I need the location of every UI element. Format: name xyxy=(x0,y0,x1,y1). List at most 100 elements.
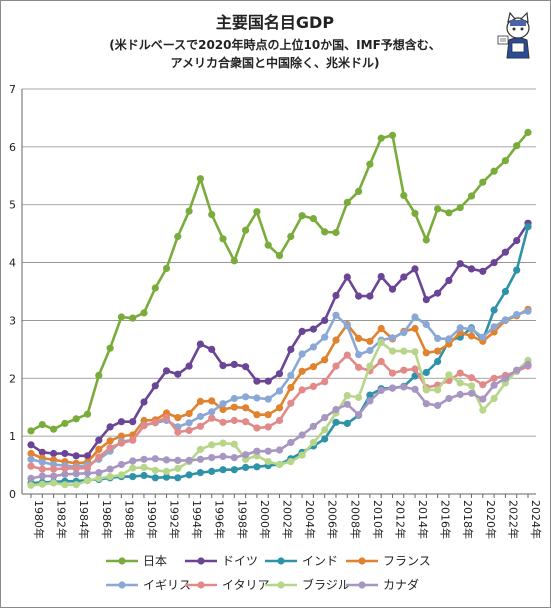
y-tick-label: 3 xyxy=(9,314,16,327)
data-point xyxy=(467,325,476,333)
data-point xyxy=(185,419,193,427)
data-point xyxy=(434,347,442,355)
data-point xyxy=(332,405,340,414)
data-point xyxy=(467,382,476,390)
data-point xyxy=(501,316,509,324)
data-point xyxy=(366,160,374,168)
data-point xyxy=(501,287,509,296)
data-point xyxy=(456,369,464,377)
data-point xyxy=(287,232,295,241)
data-point xyxy=(513,366,521,374)
data-point xyxy=(309,438,317,447)
data-point xyxy=(38,465,46,473)
data-point xyxy=(422,368,430,377)
data-point xyxy=(490,167,498,175)
data-point xyxy=(27,455,35,463)
x-tick-label: 2018年 xyxy=(461,500,475,539)
data-point xyxy=(219,466,227,474)
data-point xyxy=(38,421,46,429)
x-tick-label: 2002年 xyxy=(281,500,295,539)
data-point xyxy=(524,307,532,315)
data-point xyxy=(445,340,453,348)
data-point xyxy=(332,362,340,370)
data-point xyxy=(309,382,317,390)
series-5 xyxy=(27,351,532,473)
data-point xyxy=(411,313,419,321)
legend-swatch-marker xyxy=(118,557,126,565)
data-point xyxy=(366,391,374,399)
data-point xyxy=(95,453,103,461)
y-tick-label: 1 xyxy=(9,430,16,443)
data-point xyxy=(219,418,227,426)
data-point xyxy=(275,404,284,412)
data-point xyxy=(411,365,419,373)
data-point xyxy=(129,314,137,322)
data-point xyxy=(377,134,385,142)
data-point xyxy=(343,322,351,330)
data-point xyxy=(72,470,80,478)
data-point xyxy=(309,343,317,351)
data-point xyxy=(275,252,284,260)
data-point xyxy=(388,131,397,139)
data-point xyxy=(434,334,442,342)
data-point xyxy=(501,374,509,382)
data-point xyxy=(50,449,58,458)
x-tick-label: 2010年 xyxy=(371,500,385,539)
data-point xyxy=(422,400,430,408)
data-point xyxy=(377,338,385,346)
data-point xyxy=(366,362,374,370)
legend-swatch-marker xyxy=(197,557,205,565)
data-point xyxy=(151,455,159,463)
data-point xyxy=(388,369,397,377)
data-point xyxy=(298,386,306,394)
data-point xyxy=(72,452,80,460)
data-point xyxy=(83,469,92,477)
data-point xyxy=(140,309,148,317)
legend-item: ドイツ xyxy=(185,554,258,568)
data-point xyxy=(490,381,498,389)
data-point xyxy=(355,411,363,419)
series-3 xyxy=(27,305,532,467)
data-point xyxy=(174,414,182,422)
data-point xyxy=(95,445,103,453)
data-point xyxy=(140,463,148,471)
data-point xyxy=(513,237,521,245)
data-point xyxy=(298,367,306,375)
legend-swatch-marker xyxy=(197,581,205,589)
data-point xyxy=(27,427,35,435)
data-point xyxy=(321,333,329,341)
data-point xyxy=(434,289,442,297)
data-point xyxy=(140,422,148,430)
data-point xyxy=(411,209,419,217)
data-point xyxy=(456,324,464,332)
data-point xyxy=(27,449,35,458)
data-point xyxy=(50,425,58,433)
data-point xyxy=(400,273,408,281)
data-point xyxy=(162,467,171,475)
data-point xyxy=(332,418,340,426)
data-point xyxy=(61,449,69,458)
data-point xyxy=(321,316,329,324)
data-point xyxy=(208,414,216,422)
data-point xyxy=(151,466,159,474)
data-point xyxy=(230,440,238,448)
data-point xyxy=(355,363,363,371)
data-point xyxy=(151,474,159,482)
x-tick-label: 1992年 xyxy=(168,500,182,539)
data-point xyxy=(83,464,92,472)
data-point xyxy=(196,397,204,405)
data-point xyxy=(513,266,521,274)
data-point xyxy=(377,324,385,333)
data-point xyxy=(230,360,238,368)
cat-mascot-icon xyxy=(497,11,530,59)
x-tick-label: 1990年 xyxy=(145,500,159,539)
data-point xyxy=(524,128,532,136)
data-point xyxy=(242,418,250,426)
data-point xyxy=(467,192,476,200)
data-point xyxy=(422,320,430,329)
data-point xyxy=(490,306,498,314)
data-point xyxy=(253,208,261,216)
data-point xyxy=(343,351,351,359)
x-tick-label: 1994年 xyxy=(190,500,204,539)
data-point xyxy=(434,205,442,213)
